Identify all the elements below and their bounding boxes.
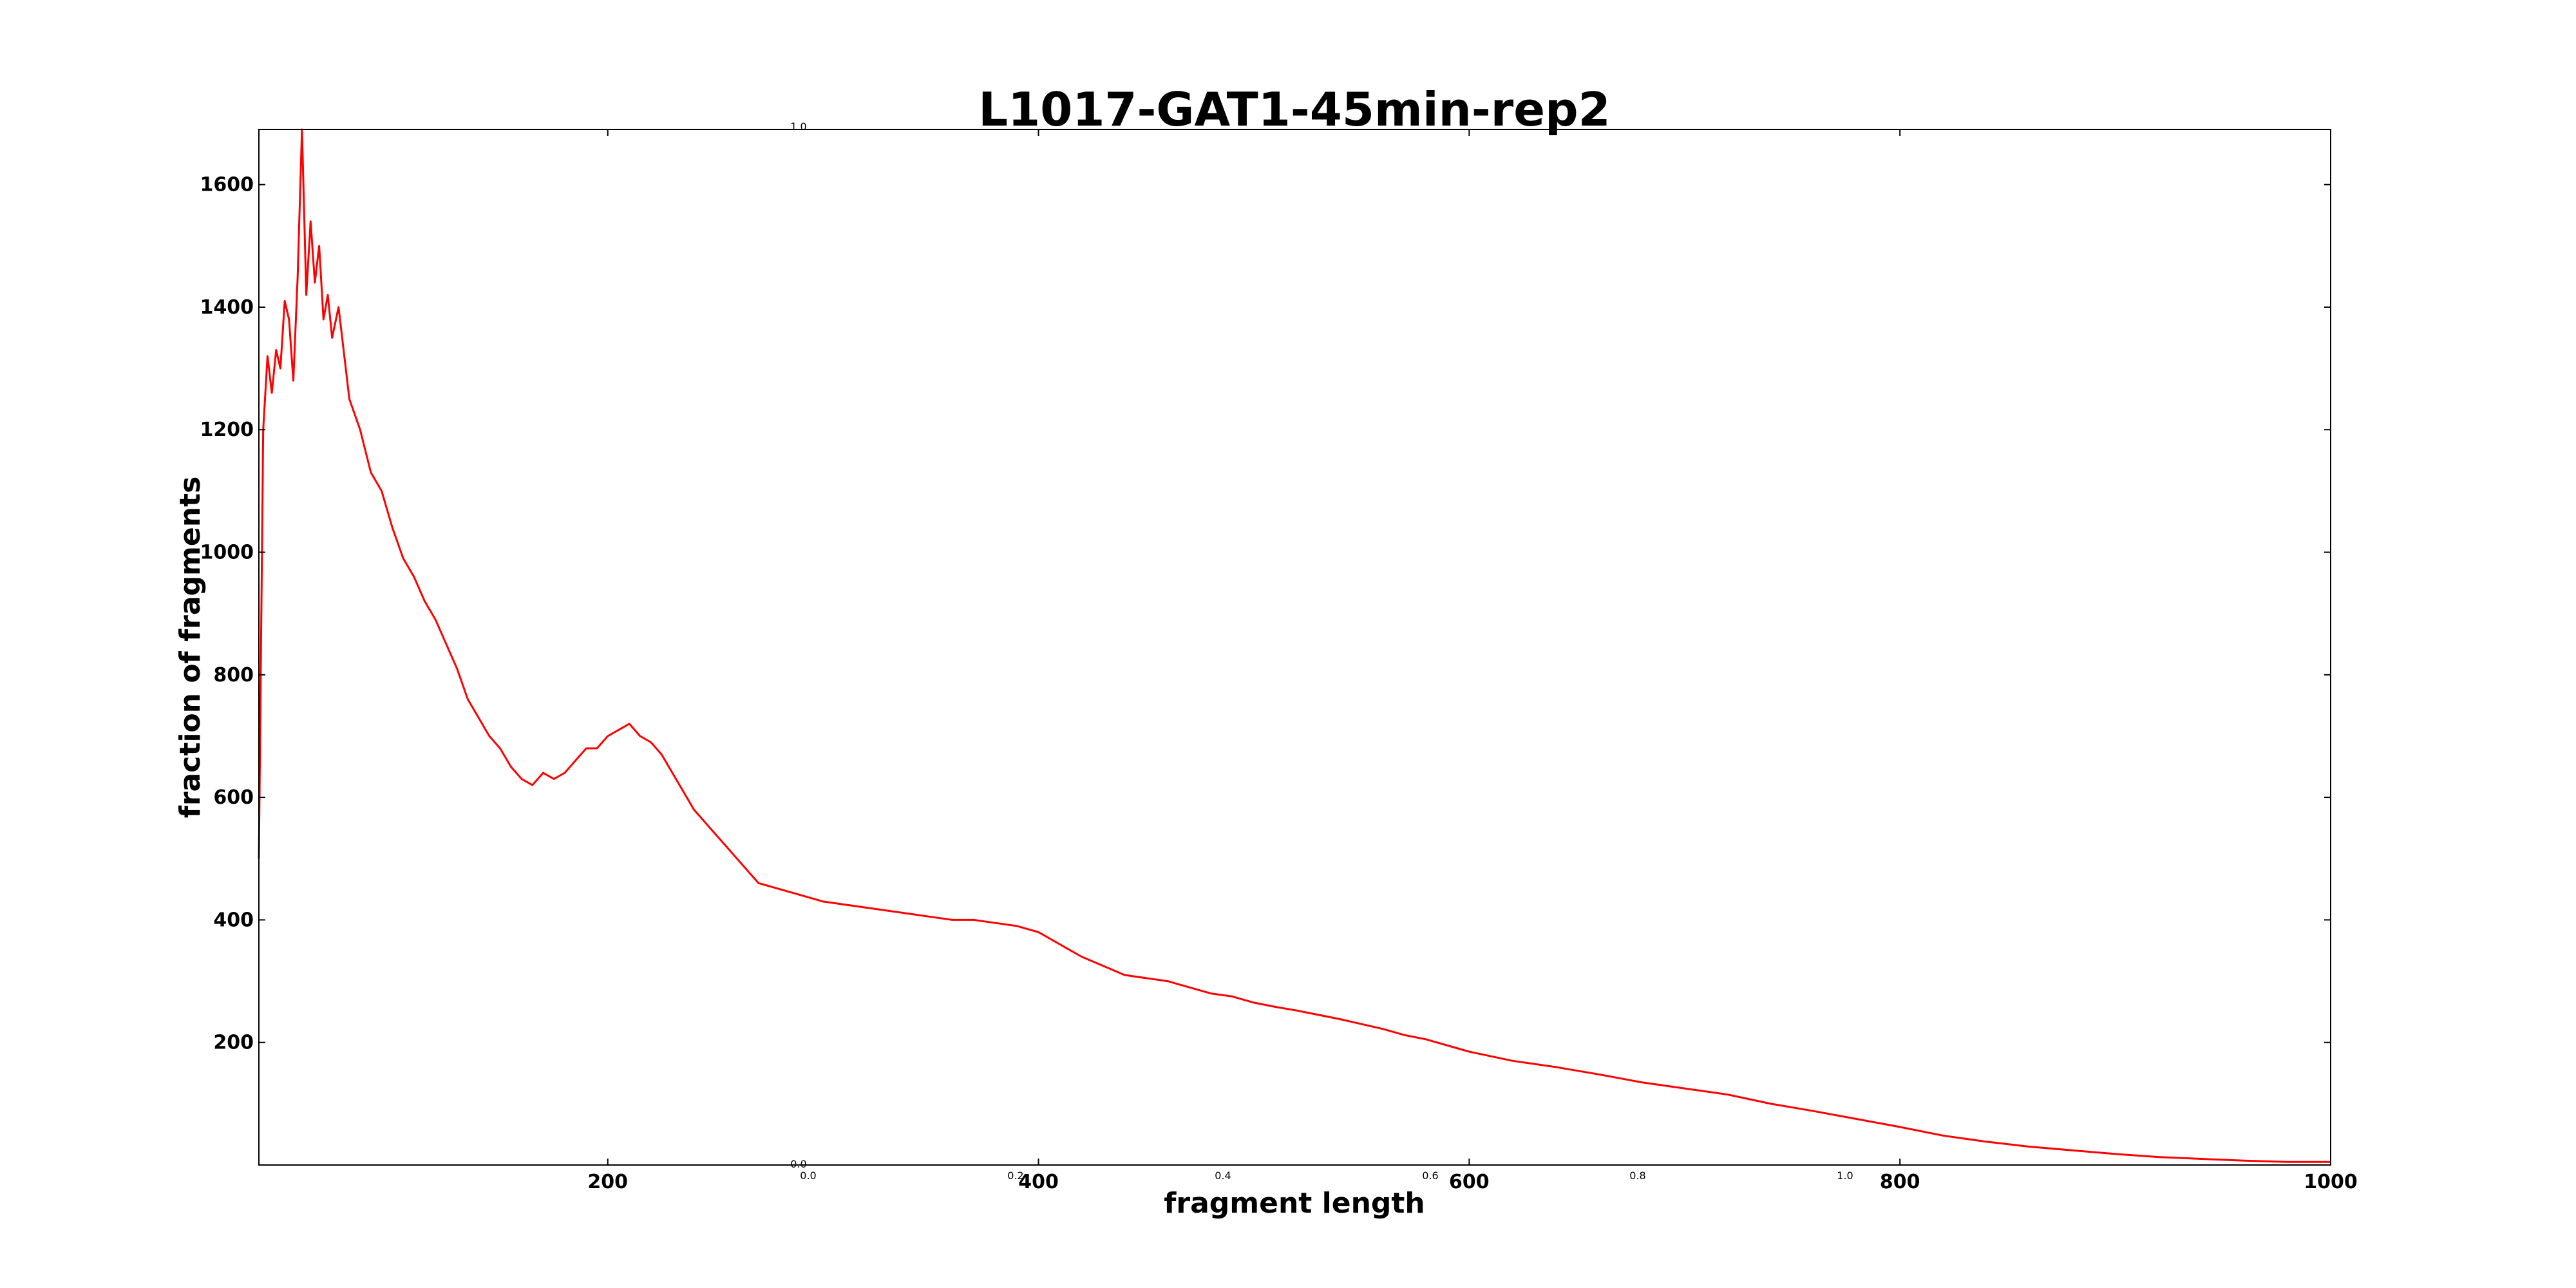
ghost-x-tick-label: 1.0 [1837,1170,1853,1182]
x-axis-title: fragment length [1164,1187,1425,1220]
ghost-x-tick-label: 0.8 [1629,1170,1645,1182]
y-tick-label: 200 [213,1032,254,1054]
x-tick-label: 200 [587,1171,628,1193]
y-tick-label: 600 [213,786,254,809]
ghost-x-tick-label: 0.6 [1422,1170,1438,1182]
y-tick-label: 1600 [200,174,254,196]
y-tick-label: 1000 [200,542,254,564]
ghost-x-tick-label: 0.4 [1215,1170,1231,1182]
plot-frame [258,129,2331,1166]
x-tick-label: 400 [1018,1171,1059,1193]
x-tick-label: 600 [1449,1171,1490,1193]
x-tick-label: 800 [1880,1171,1920,1193]
y-tick-label: 1200 [200,419,254,441]
y-tick-label: 800 [213,664,254,687]
y-axis-title: fraction of fragments [174,477,207,819]
y-axis: 200 400 600 800 1000 1200 1400 1600 [200,174,2331,1054]
ghost-y-bottom-label: 0.0 [790,1158,806,1170]
plot-layer [258,128,2331,1163]
ghost-axis: 1.0 0.0 0.0 0.2 0.4 0.6 0.8 1.0 [790,120,1853,1182]
x-axis: 200 400 600 800 1000 [587,129,2358,1193]
chart-title: L1017-GAT1-45min-rep2 [978,82,1611,137]
ghost-y-top-label: 1.0 [790,120,806,133]
ghost-x-tick-label: 0.2 [1007,1170,1023,1182]
series-line [258,128,2331,1163]
ghost-x-tick-label: 0.0 [800,1170,816,1182]
y-tick-label: 400 [213,909,254,931]
x-tick-label: 1000 [2304,1171,2358,1193]
y-tick-label: 1400 [200,296,254,319]
